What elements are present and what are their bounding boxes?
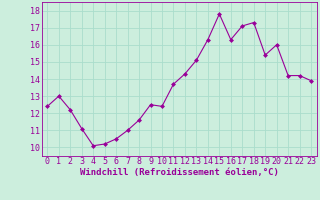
X-axis label: Windchill (Refroidissement éolien,°C): Windchill (Refroidissement éolien,°C) (80, 168, 279, 177)
